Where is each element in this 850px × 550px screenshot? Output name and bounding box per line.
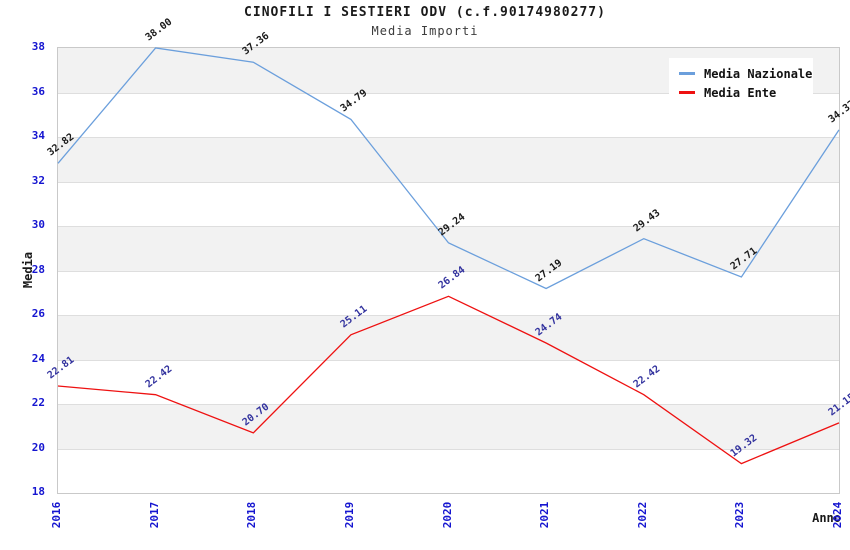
legend-swatch-media-nazionale-icon	[679, 72, 695, 75]
y-tick-label: 28	[31, 262, 45, 276]
plot-band	[58, 359, 839, 404]
y-tick-label: 30	[31, 218, 45, 231]
x-tick-label: 2021	[538, 501, 552, 529]
x-tick-label: 2019	[342, 501, 356, 529]
series-line-media-ente	[57, 295, 840, 465]
series-plot	[57, 47, 840, 465]
x-tick-label: 2023	[733, 501, 747, 529]
gridline	[58, 181, 839, 183]
gridline	[58, 92, 839, 94]
plot-band	[58, 315, 839, 360]
gridline	[58, 448, 839, 450]
legend-item-media-ente: Media Ente	[679, 83, 807, 102]
chart-subtitle: Media Importi	[371, 24, 479, 38]
series-line-media-nazionale	[57, 47, 840, 290]
legend-label-media-nazionale: Media Nazionale	[704, 66, 813, 81]
x-tick-label: 2017	[147, 501, 161, 529]
plot-band	[58, 137, 839, 182]
plot-band	[58, 226, 839, 271]
legend-item-media-nazionale: Media Nazionale	[679, 64, 812, 83]
legend: Media Nazionale Media Ente	[669, 58, 813, 108]
x-tick-label: 2020	[440, 501, 454, 529]
gridline	[58, 226, 839, 227]
gridline	[58, 270, 839, 272]
y-tick-label: 20	[31, 440, 45, 454]
gridline	[58, 359, 839, 361]
chart-title: CINOFILI I SESTIERI ODV (c.f.90174980277…	[244, 5, 606, 20]
legend-label-media-ente: Media Ente	[704, 85, 777, 100]
x-axis-label: Anno	[812, 511, 841, 525]
y-tick-label: 32	[31, 173, 45, 187]
gridline	[58, 315, 839, 316]
y-tick-label: 38	[31, 40, 45, 53]
gridline	[58, 404, 839, 405]
plot-area	[57, 47, 840, 494]
y-tick-label: 22	[31, 396, 45, 409]
gridline	[58, 137, 839, 138]
y-tick-label: 24	[31, 351, 45, 365]
x-tick-label: 2016	[50, 501, 63, 529]
plot-band	[58, 181, 839, 226]
y-tick-label: 26	[31, 307, 45, 320]
x-tick-label: 2024	[831, 501, 844, 529]
y-tick-label: 34	[31, 129, 45, 142]
y-tick-label: 36	[31, 84, 45, 98]
plot-band	[58, 270, 839, 315]
y-tick-label: 18	[31, 485, 45, 498]
legend-swatch-media-ente-icon	[679, 91, 695, 94]
x-tick-label: 2018	[245, 501, 259, 529]
plot-band	[58, 448, 839, 493]
x-tick-label: 2022	[635, 501, 649, 529]
